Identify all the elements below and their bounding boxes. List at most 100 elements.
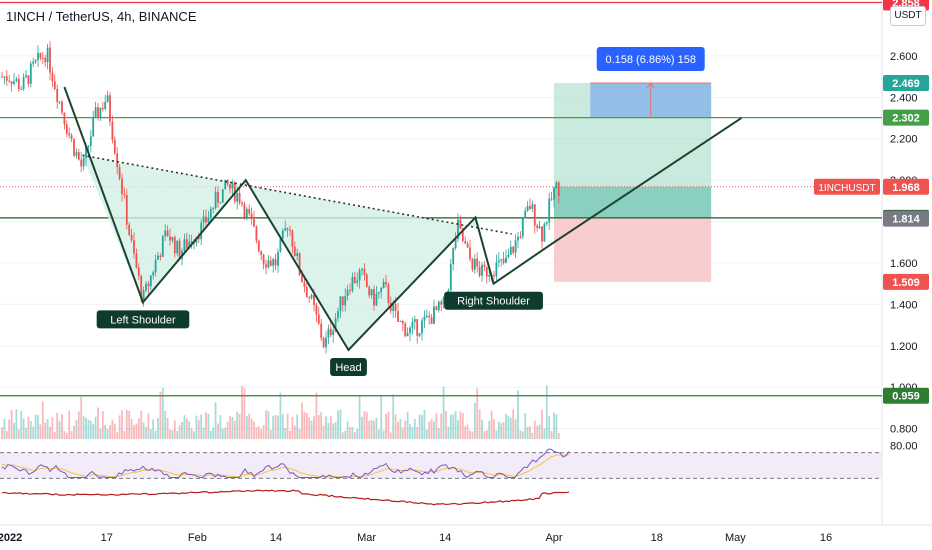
profit-zone-filled bbox=[554, 186, 712, 218]
candle-body bbox=[161, 236, 164, 257]
candle-body bbox=[387, 284, 390, 303]
candle-body bbox=[200, 222, 203, 240]
volume-bar bbox=[269, 430, 272, 439]
volume-bar bbox=[339, 409, 342, 439]
candle-body bbox=[73, 139, 75, 156]
volume-bar bbox=[104, 424, 107, 439]
volume-bar bbox=[109, 425, 111, 439]
volume-bar bbox=[289, 430, 291, 439]
volume-bar bbox=[75, 420, 78, 439]
volume-bar bbox=[209, 430, 212, 439]
candle-body bbox=[452, 248, 455, 264]
candle-body bbox=[137, 267, 140, 276]
candle-body bbox=[109, 95, 111, 122]
volume-bar bbox=[140, 410, 143, 439]
candle-body bbox=[135, 253, 138, 268]
candle-body bbox=[149, 275, 152, 287]
volume-bar bbox=[125, 409, 128, 439]
volume-bar bbox=[389, 432, 392, 439]
volume-bar bbox=[29, 421, 32, 439]
volume-bar bbox=[92, 424, 95, 439]
y-tick-label: 2.400 bbox=[890, 92, 918, 104]
candle-body bbox=[97, 107, 99, 118]
candle-body bbox=[346, 289, 349, 297]
candle-body bbox=[365, 274, 368, 287]
volume-bar bbox=[27, 416, 30, 439]
candle-body bbox=[20, 88, 23, 90]
volume-bar bbox=[550, 431, 553, 439]
volume-bar bbox=[488, 421, 491, 439]
candle-body bbox=[255, 226, 258, 241]
volume-bar bbox=[149, 429, 152, 439]
candle-body bbox=[121, 178, 123, 195]
candle-body bbox=[171, 237, 174, 241]
volume-bar bbox=[217, 423, 219, 439]
candle-body bbox=[382, 281, 385, 288]
candle-body bbox=[457, 219, 459, 239]
candle-body bbox=[44, 57, 47, 63]
currency-button[interactable]: USDT bbox=[890, 6, 926, 26]
candle-body bbox=[430, 317, 433, 324]
candle-body bbox=[281, 230, 284, 239]
candle-body bbox=[94, 107, 97, 117]
volume-bar bbox=[423, 410, 426, 439]
volume-bar bbox=[3, 418, 6, 439]
volume-bar bbox=[154, 430, 157, 439]
volume-bar bbox=[437, 428, 440, 439]
volume-bar bbox=[116, 432, 119, 439]
candle-body bbox=[25, 75, 27, 78]
volume-bar bbox=[161, 387, 164, 439]
candle-body bbox=[317, 314, 320, 324]
volume-bar bbox=[212, 427, 215, 439]
rsi-line bbox=[1, 448, 570, 479]
volume-bar bbox=[514, 419, 517, 439]
candle-body bbox=[8, 80, 11, 82]
candle-body bbox=[68, 133, 71, 136]
candle-body bbox=[322, 338, 325, 348]
candle-body bbox=[15, 78, 18, 82]
volume-bar bbox=[320, 412, 323, 439]
candle-body bbox=[133, 240, 135, 254]
volume-bar bbox=[236, 411, 239, 439]
candle-body bbox=[10, 81, 13, 85]
level-price-tag bbox=[883, 109, 929, 126]
candle-body bbox=[401, 321, 404, 324]
volume-bar bbox=[507, 415, 510, 439]
candle-body bbox=[226, 179, 229, 185]
volume-bar bbox=[370, 419, 373, 439]
candle-body bbox=[113, 139, 116, 154]
volume-bar bbox=[159, 391, 162, 439]
candle-body bbox=[476, 258, 479, 267]
volume-bar bbox=[502, 422, 505, 439]
volume-bar bbox=[77, 411, 80, 439]
candle-body bbox=[152, 272, 155, 276]
volume-bar bbox=[8, 419, 11, 439]
candle-body bbox=[481, 264, 483, 276]
volume-bar bbox=[373, 420, 375, 439]
candle-body bbox=[128, 224, 131, 235]
x-tick-label: May bbox=[725, 532, 746, 544]
candle-body bbox=[279, 238, 282, 252]
candle-body bbox=[51, 72, 54, 82]
candle-body bbox=[147, 283, 150, 287]
y-tick-label: 1.600 bbox=[890, 258, 918, 270]
volume-bar bbox=[466, 424, 469, 439]
candle-body bbox=[253, 219, 255, 227]
candle-body bbox=[27, 75, 30, 84]
volume-bar bbox=[164, 411, 167, 439]
candle-body bbox=[260, 251, 263, 255]
price-tag bbox=[883, 273, 929, 290]
candle-body bbox=[29, 63, 32, 84]
candle-body bbox=[406, 333, 409, 337]
candle-body bbox=[289, 229, 291, 231]
volume-bar bbox=[34, 414, 37, 439]
volume-bar bbox=[557, 432, 560, 439]
volume-bar bbox=[401, 427, 404, 439]
candle-body bbox=[46, 47, 49, 63]
candle-body bbox=[154, 260, 157, 273]
candle-body bbox=[416, 319, 419, 336]
candle-body bbox=[75, 152, 78, 156]
volume-bar bbox=[490, 410, 493, 439]
